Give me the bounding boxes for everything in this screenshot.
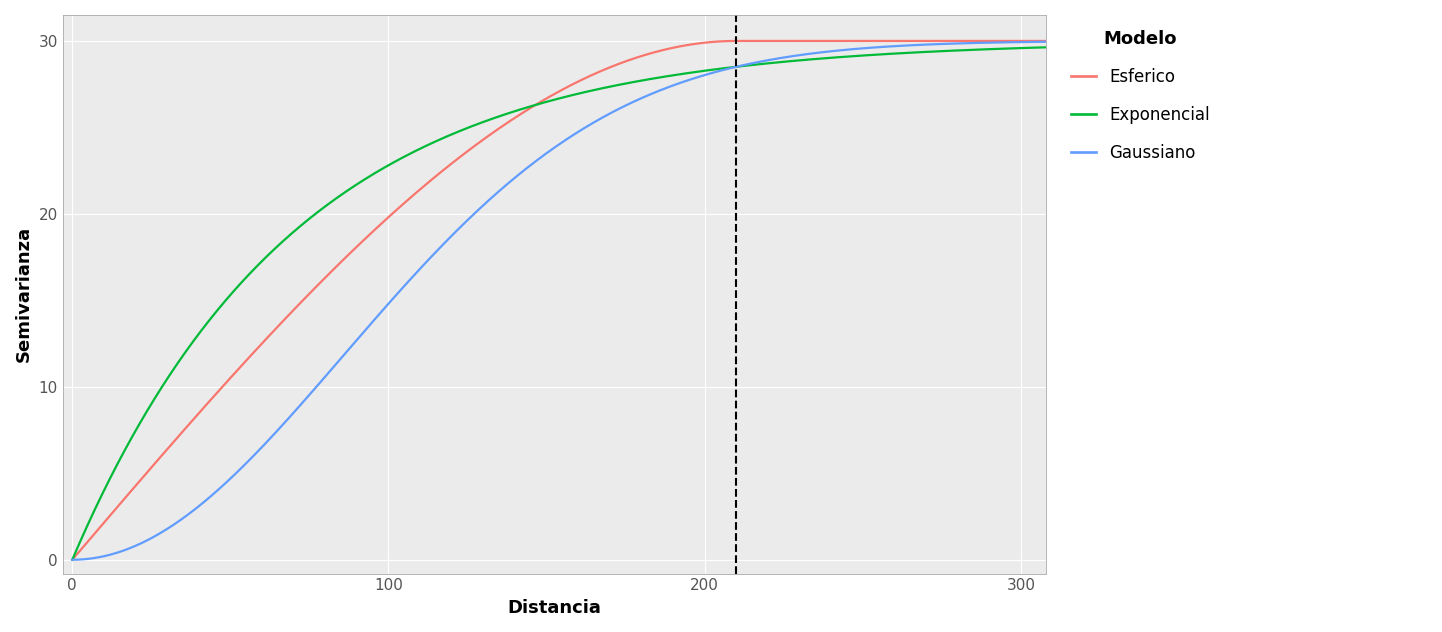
Legend: Esferico, Exponencial, Gaussiano: Esferico, Exponencial, Gaussiano xyxy=(1064,23,1217,169)
Exponencial xyxy=(479,116,496,124)
Line: Exponencial: Exponencial xyxy=(72,47,1045,560)
Exponencial xyxy=(174,351,192,359)
Exponencial xyxy=(1037,44,1054,51)
Esferico xyxy=(479,133,496,140)
Esferico xyxy=(232,362,249,370)
Gaussiano xyxy=(1018,38,1035,46)
Esferico xyxy=(437,164,454,172)
Gaussiano xyxy=(63,556,81,564)
Gaussiano xyxy=(437,238,454,246)
Gaussiano xyxy=(1037,38,1054,46)
Esferico xyxy=(63,556,81,564)
Gaussiano xyxy=(913,41,930,49)
Esferico xyxy=(1018,37,1035,45)
Esferico xyxy=(914,37,932,45)
Exponencial xyxy=(1018,44,1035,52)
X-axis label: Distancia: Distancia xyxy=(508,599,601,617)
Gaussiano xyxy=(232,465,249,472)
Exponencial xyxy=(63,556,81,564)
Esferico xyxy=(728,37,746,45)
Esferico xyxy=(1037,37,1054,45)
Line: Esferico: Esferico xyxy=(72,41,1045,560)
Gaussiano xyxy=(174,514,192,522)
Y-axis label: Semivarianza: Semivarianza xyxy=(14,226,33,362)
Esferico xyxy=(174,427,192,435)
Line: Gaussiano: Gaussiano xyxy=(72,42,1045,560)
Exponencial xyxy=(913,48,930,56)
Gaussiano xyxy=(479,197,496,205)
Exponencial xyxy=(437,133,454,141)
Exponencial xyxy=(232,279,249,287)
